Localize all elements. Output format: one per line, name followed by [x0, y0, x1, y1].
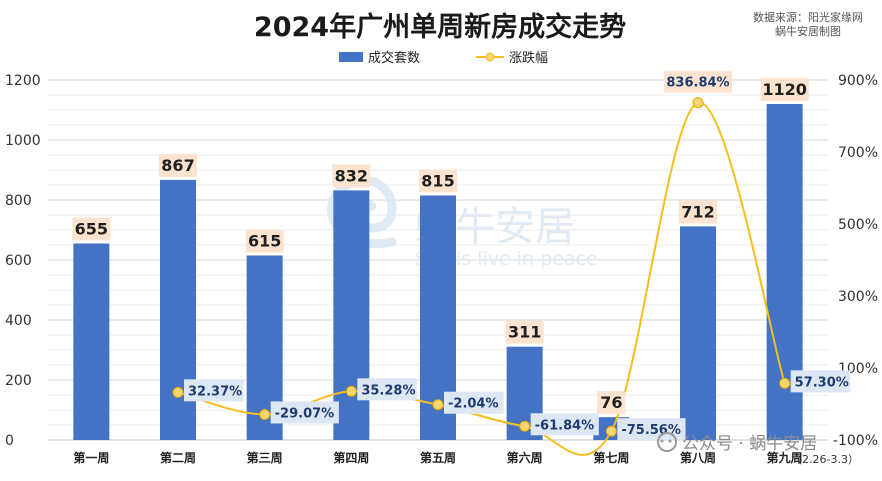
footer-account: 公众号 · 蜗牛安居 — [682, 434, 817, 454]
y-right-tick: 500% — [838, 217, 878, 233]
category-label: 第三周 — [247, 450, 283, 465]
category-axis: 第一周 第二周 第三周 第四周 第五周 第六周 第七周 第八周 第九周 — [73, 450, 802, 465]
category-label: 第五周 — [420, 450, 456, 465]
bar-label: 76 — [600, 393, 622, 412]
bar-label-bg — [245, 229, 284, 253]
bar-label-bg — [72, 217, 111, 241]
line-label: -61.84% — [535, 418, 595, 433]
line-label: 836.84% — [666, 76, 729, 91]
y-left-tick: 400 — [5, 313, 32, 329]
bar-label: 867 — [161, 156, 194, 175]
line-point — [692, 97, 704, 109]
line-label: 32.37% — [188, 384, 242, 399]
source-line-2: 蜗牛安居制图 — [775, 24, 841, 38]
legend-bar-label: 成交套数 — [368, 50, 420, 66]
left-axis: 0 200 400 600 800 1000 1200 — [5, 73, 41, 449]
bar-label-bg — [597, 391, 626, 415]
line-point — [519, 420, 531, 432]
source-line-1: 数据来源：阳光家缘网 — [753, 10, 863, 24]
line-label: -29.07% — [275, 406, 335, 421]
watermark: 蜗牛安居 Snails live in peace — [327, 175, 598, 270]
chart-title: 2024年广州单周新房成交走势 — [254, 11, 626, 43]
category-label: 第七周 — [593, 450, 629, 465]
wechat-eye-left — [660, 439, 664, 443]
line-label-bg — [663, 70, 733, 93]
y-right-tick: 900% — [838, 73, 878, 89]
line-point — [779, 377, 791, 389]
line-label-bg — [530, 413, 599, 436]
bar-label-bg — [679, 200, 717, 224]
line-label-bg — [444, 391, 504, 414]
right-axis: -100%100%300%500%700%900% — [833, 73, 878, 449]
category-label: 第九周 — [767, 450, 803, 465]
bar — [73, 243, 110, 440]
line-label: -75.56% — [621, 423, 681, 438]
y-left-tick: 800 — [5, 193, 32, 209]
bar-label: 615 — [248, 232, 281, 251]
footer-date-range: （2.26-3.3） — [791, 453, 859, 466]
category-label: 第八周 — [680, 450, 716, 465]
watermark-slogan: Snails live in peace — [415, 248, 598, 270]
legend-line-marker — [485, 52, 495, 62]
line-label: 35.28% — [361, 383, 415, 398]
bar-label: 815 — [421, 172, 454, 191]
line-point — [432, 399, 444, 411]
line-label-bg — [790, 370, 851, 393]
y-right-tick: 300% — [838, 289, 878, 305]
bar-labels: 655 867 615 832 815 311 76 712 1120 — [72, 78, 809, 415]
wechat-eye-right — [668, 439, 672, 443]
line-label-bg — [357, 378, 417, 401]
y-left-tick: 1000 — [5, 133, 41, 149]
category-label: 第二周 — [160, 450, 196, 465]
category-label: 第四周 — [333, 450, 369, 465]
line-point — [605, 425, 617, 437]
legend-line-label: 涨跌幅 — [509, 50, 548, 66]
bar-label: 311 — [508, 323, 541, 342]
bar-label-bg — [332, 164, 371, 188]
line-point — [259, 408, 271, 420]
bar-label-bg — [505, 320, 544, 344]
bar-label: 1120 — [762, 80, 807, 99]
bar-label: 832 — [335, 166, 368, 185]
bar — [680, 226, 716, 440]
wechat-icon — [657, 432, 677, 452]
y-left-tick: 0 — [5, 433, 14, 449]
line-label: -2.04% — [448, 397, 499, 412]
line-labels: 32.37% -29.07% 35.28% -2.04% -61.84% -75.56% 8… — [184, 70, 851, 441]
category-label: 第六周 — [507, 450, 543, 465]
line-label-bg — [184, 379, 244, 402]
line-label: 57.30% — [795, 375, 849, 390]
legend-bar-swatch — [339, 52, 363, 62]
y-right-tick: -100% — [833, 433, 878, 449]
bar-label: 655 — [75, 220, 108, 239]
footer: 公众号 · 蜗牛安居 （2.26-3.3） — [657, 432, 859, 466]
y-right-tick: 700% — [838, 145, 878, 161]
line-point — [172, 386, 184, 398]
y-left-tick: 200 — [5, 373, 32, 389]
category-label: 第一周 — [73, 450, 109, 465]
y-left-tick: 600 — [5, 253, 32, 269]
y-left-tick: 1200 — [5, 73, 41, 89]
bar-label-bg — [760, 78, 809, 101]
bar-label-bg — [419, 169, 457, 193]
line-point — [345, 385, 357, 397]
bar-series — [73, 104, 803, 440]
legend: 成交套数 涨跌幅 — [339, 50, 548, 66]
bar-label: 712 — [681, 202, 714, 221]
line-label-bg — [617, 418, 686, 441]
line-points — [172, 97, 791, 437]
line-label-bg — [270, 401, 339, 424]
bar-label-bg — [159, 153, 197, 177]
